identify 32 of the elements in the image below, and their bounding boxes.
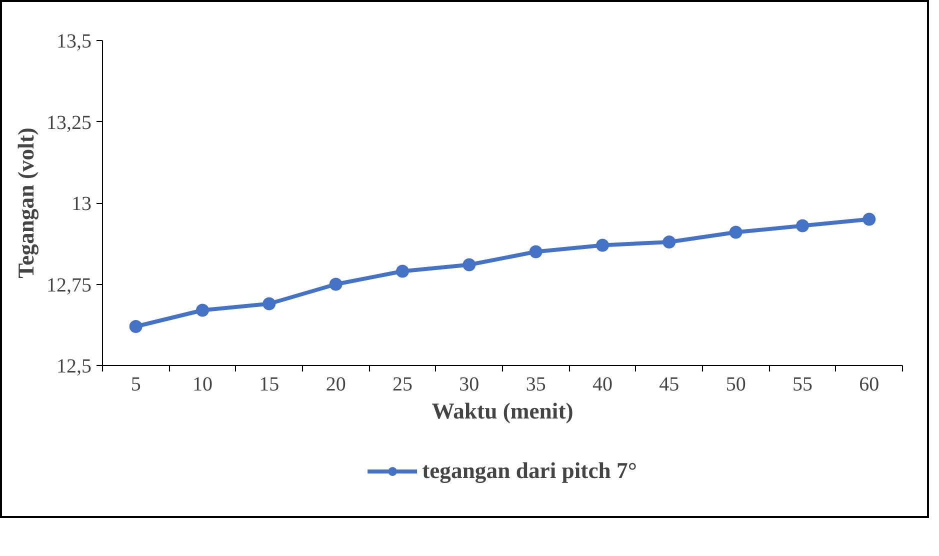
x-tick-label: 35 (526, 374, 546, 396)
x-axis-title: Waktu (menit) (432, 398, 574, 424)
point (796, 219, 809, 232)
y-axis-title: Tegangan (volt) (14, 128, 38, 278)
y-tick-label: 12,5 (56, 356, 92, 378)
point (329, 278, 342, 291)
point (396, 264, 409, 278)
x-tick-label: 5 (130, 374, 141, 396)
point (662, 236, 676, 248)
point (196, 304, 209, 317)
x-tick-label: 50 (726, 374, 746, 396)
x-tick-label: 10 (192, 374, 212, 396)
x-tick-label: 40 (592, 374, 612, 396)
point (729, 226, 742, 239)
x-tick-label: 45 (659, 374, 680, 396)
x-tick-label: 55 (792, 374, 812, 396)
point (862, 212, 876, 226)
y-tick-label: 13,5 (56, 30, 92, 52)
y-tick-label: 12,75 (46, 274, 92, 296)
legend-label: tegangan dari pitch 7° (422, 458, 637, 484)
x-tick-label: 25 (392, 374, 412, 396)
x-tick-label: 30 (459, 374, 480, 396)
point (529, 245, 542, 258)
y-tick-label: 13,25 (46, 112, 92, 134)
point (462, 258, 476, 272)
x-tick-label: 20 (326, 374, 346, 396)
point (129, 320, 142, 333)
x-tick-label: 60 (859, 374, 880, 396)
y-tick-label: 13 (72, 193, 92, 215)
x-tick-label: 15 (259, 374, 280, 396)
point (262, 297, 276, 310)
point (596, 238, 609, 252)
